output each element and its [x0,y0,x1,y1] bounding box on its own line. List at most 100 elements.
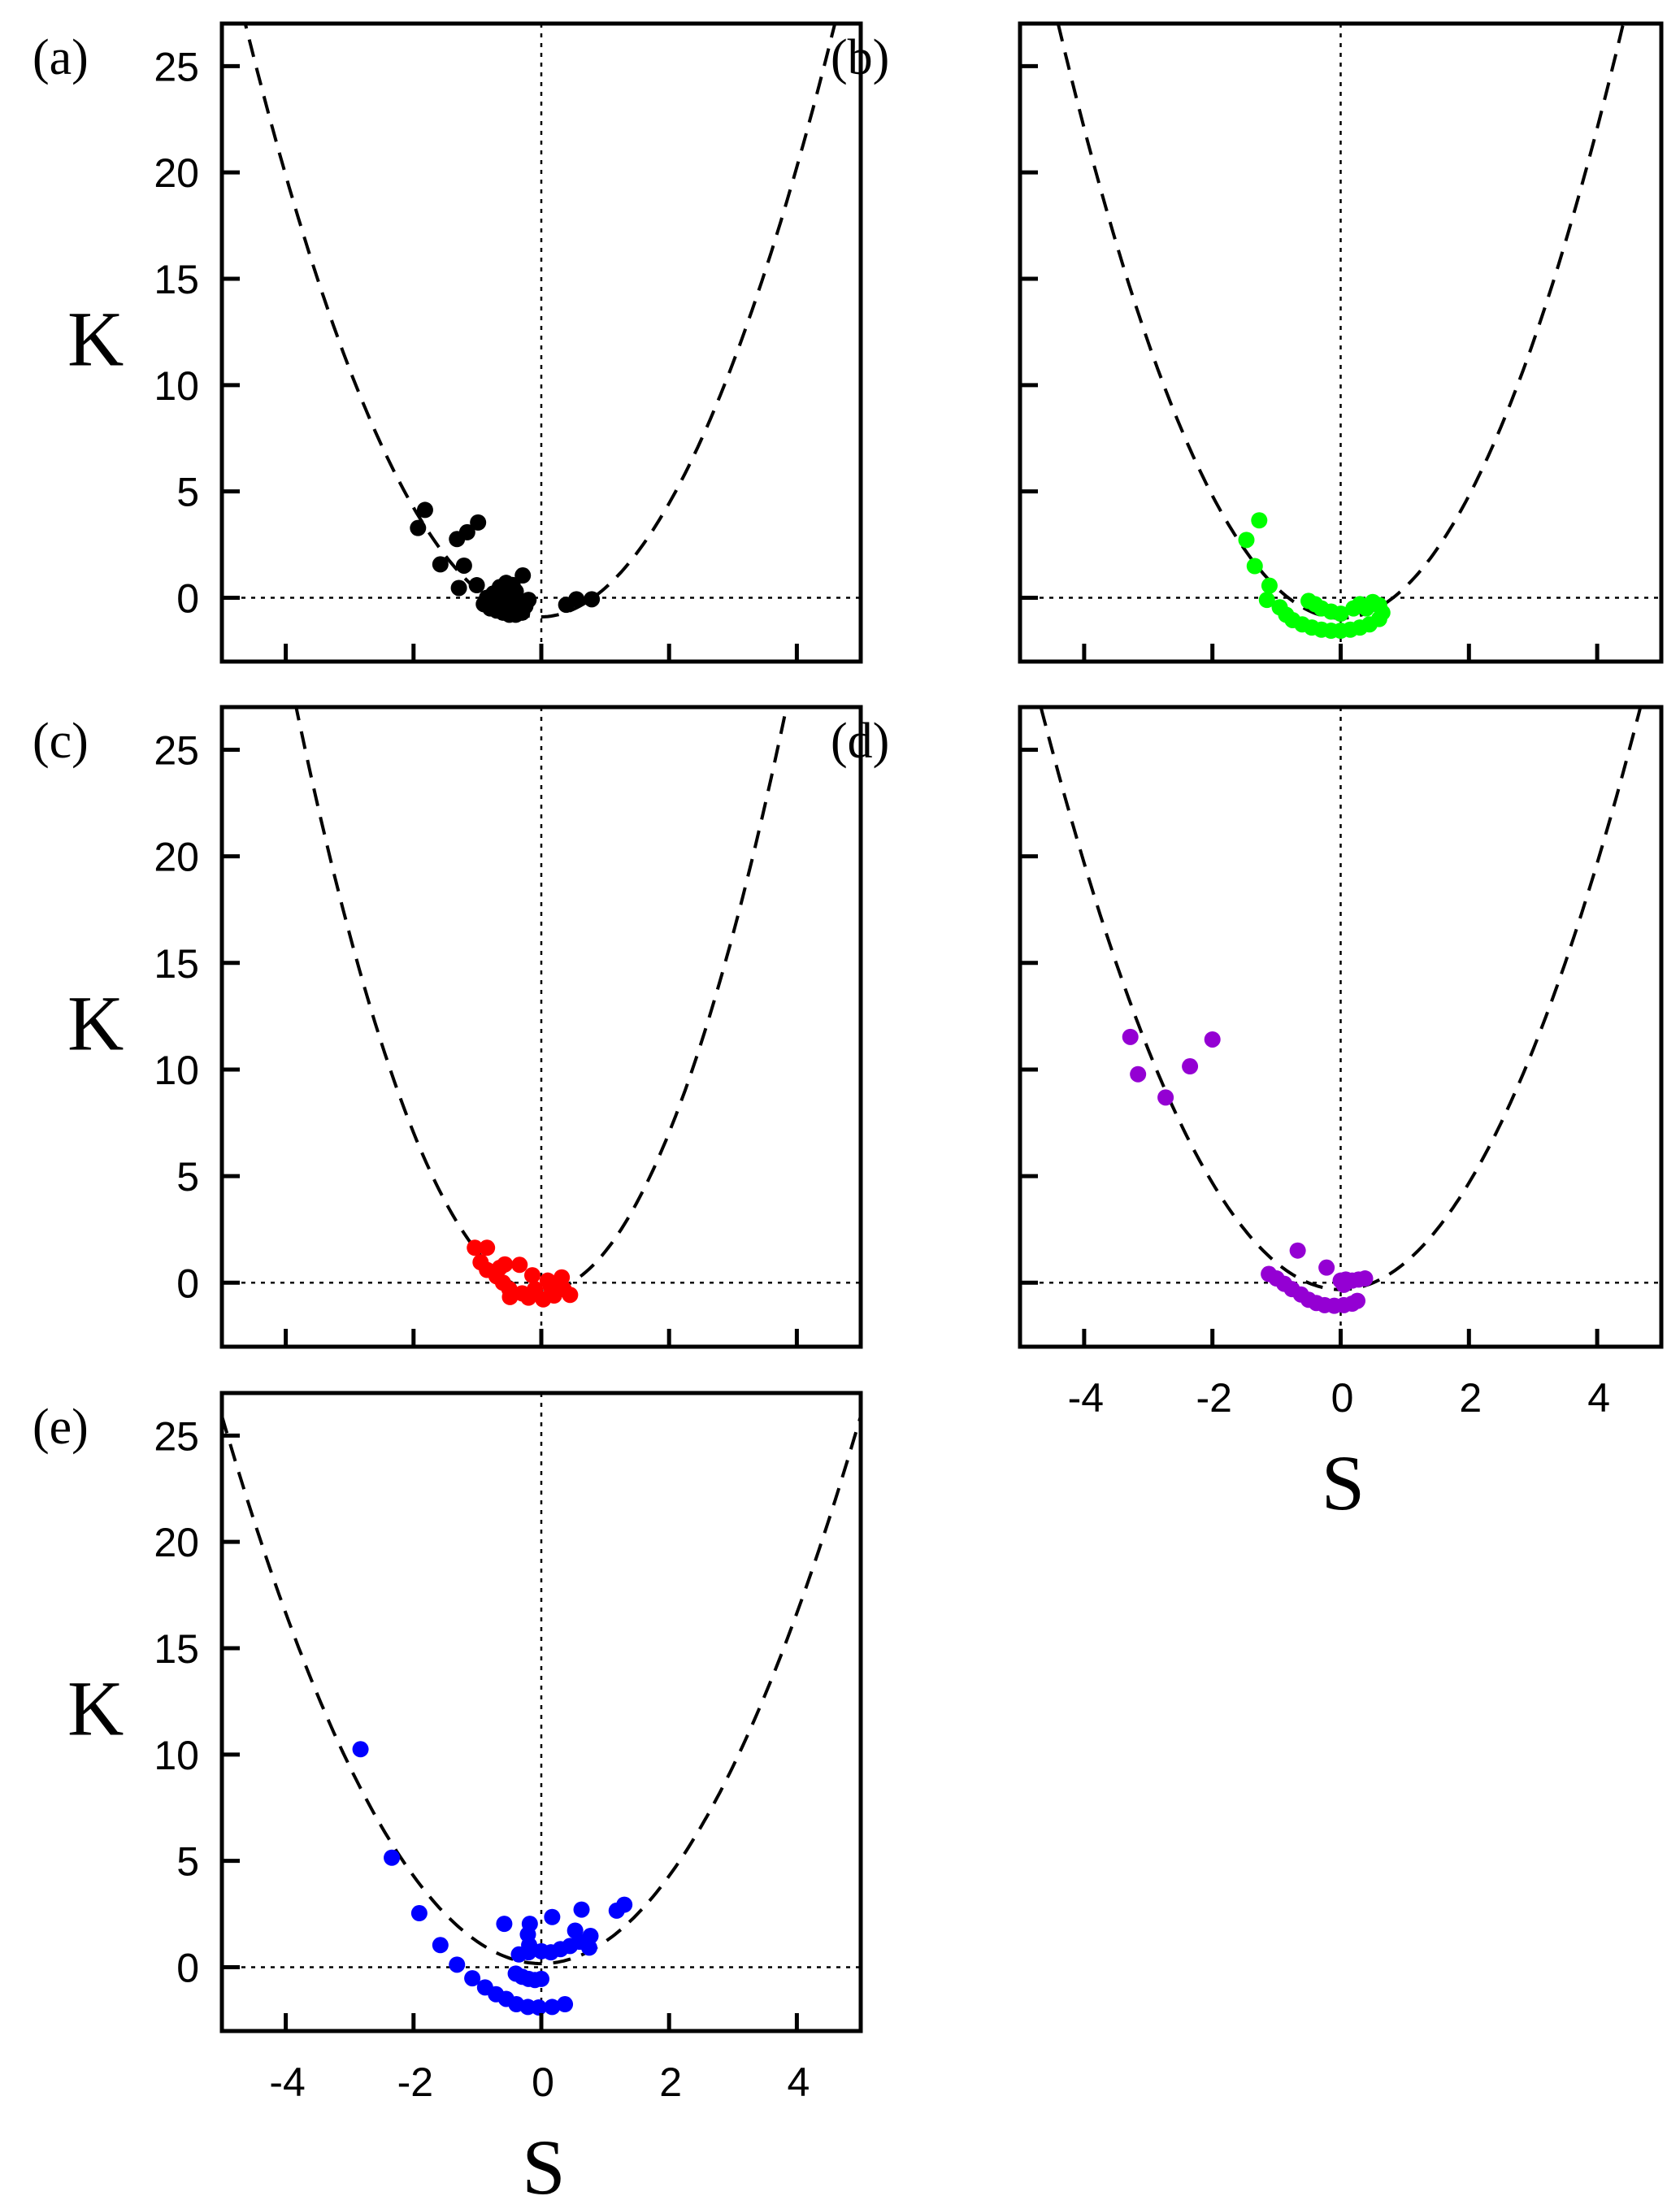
data-points [467,1239,579,1308]
data-point [1332,605,1349,623]
panel-c: 0 5 10 15 20 25 K (c) [33,705,863,1349]
y-tick-label: 15 [154,941,199,987]
data-point [544,1908,561,1925]
data-point [568,591,585,608]
data-point [470,514,487,531]
panel-label: (d) [831,714,889,769]
data-points [352,1741,633,2016]
y-tick-label: 5 [176,470,199,515]
y-tick-label: 0 [176,1261,199,1306]
y-tick-label: 20 [154,835,199,880]
x-axis-label: S [1322,1439,1365,1526]
x-tick-label: 4 [1587,1375,1610,1421]
data-point [432,556,449,573]
data-point [1289,1242,1306,1259]
data-point [571,1933,588,1951]
plot-frame [219,21,863,664]
data-point [496,1916,513,1933]
data-point [1258,592,1275,609]
panel-label: (e) [33,1400,89,1455]
panel-e: 0 5 10 15 20 25 -4 -2 0 2 4 K S (e) [33,1391,863,2196]
fit-curve [1039,707,1643,1291]
y-tick-label: 20 [154,1520,199,1565]
x-tick-label: -4 [269,2059,305,2105]
x-tick-label: -2 [397,2059,433,2105]
panel-label: (b) [831,30,889,85]
data-point [544,1999,561,2016]
data-point [1130,1065,1147,1083]
x-tick-label: 2 [659,2059,682,2105]
x-axis-label: S [522,2124,565,2196]
y-tick-label: 10 [154,363,199,409]
data-point [485,597,502,614]
data-point [530,1999,547,2016]
y-tick-label: 15 [154,1626,199,1672]
y-axis-label: K [67,980,124,1067]
data-point [455,557,472,574]
panel-d: -4 -2 0 2 4 S (d) [831,705,1664,1526]
data-point [1358,600,1375,617]
data-point [1238,532,1255,549]
y-tick-label: 10 [154,1733,199,1778]
x-tick-label: 0 [532,2059,554,2105]
data-point [523,1267,540,1284]
panel-b: (b) [831,21,1664,664]
data-point [352,1741,369,1758]
plot-frame [1018,21,1664,664]
data-point [1122,1028,1139,1045]
data-point [491,1259,508,1276]
data-point [1204,1031,1221,1048]
plot-frame [219,1391,863,2033]
data-point [573,1901,590,1918]
y-axis-label: K [67,1665,124,1752]
data-point [432,1937,449,1954]
data-point [410,519,427,536]
data-point [1318,1259,1335,1276]
x-tick-label: 2 [1459,1375,1482,1421]
data-point [1357,1270,1374,1287]
y-tick-label: 25 [154,44,199,89]
fit-curve [243,24,837,618]
panel-label: (c) [33,714,89,769]
data-point [584,591,601,608]
y-tick-label: 5 [176,1839,199,1885]
data-point [1157,1089,1174,1106]
y-tick-label: 10 [154,1048,199,1093]
data-points [1122,1028,1374,1314]
fit-curve [222,1415,861,1966]
y-tick-label: 0 [176,576,199,622]
x-tick-label: 0 [1331,1375,1354,1421]
y-tick-label: 20 [154,150,199,196]
panel-label: (a) [33,30,89,85]
data-point [458,523,475,540]
data-point [494,587,511,604]
y-tick-label: 25 [154,1413,199,1459]
data-point [468,577,485,594]
data-point [1335,1276,1352,1293]
data-point [1349,1292,1366,1309]
y-tick-label: 15 [154,257,199,302]
data-point [533,1970,549,1987]
x-tick-label: -2 [1196,1375,1231,1421]
data-point [520,1289,537,1306]
y-tick-label: 25 [154,727,199,773]
data-point [562,1287,579,1304]
y-tick-label: 0 [176,1946,199,1991]
data-point [542,1278,559,1295]
x-tick-label: -4 [1068,1375,1104,1421]
data-point [467,1239,484,1256]
data-point [616,1896,633,1913]
data-point [520,1944,537,1961]
data-point [1246,558,1263,575]
data-point [1261,577,1278,594]
data-point [479,1239,496,1256]
data-point [449,1956,466,1973]
data-point [464,1970,481,1987]
data-point [1182,1058,1199,1075]
data-point [416,501,433,519]
data-points [410,501,601,623]
data-point [384,1849,401,1866]
panel-a: 0 5 10 15 20 25 K (a) [33,21,863,664]
data-point [410,1905,428,1922]
